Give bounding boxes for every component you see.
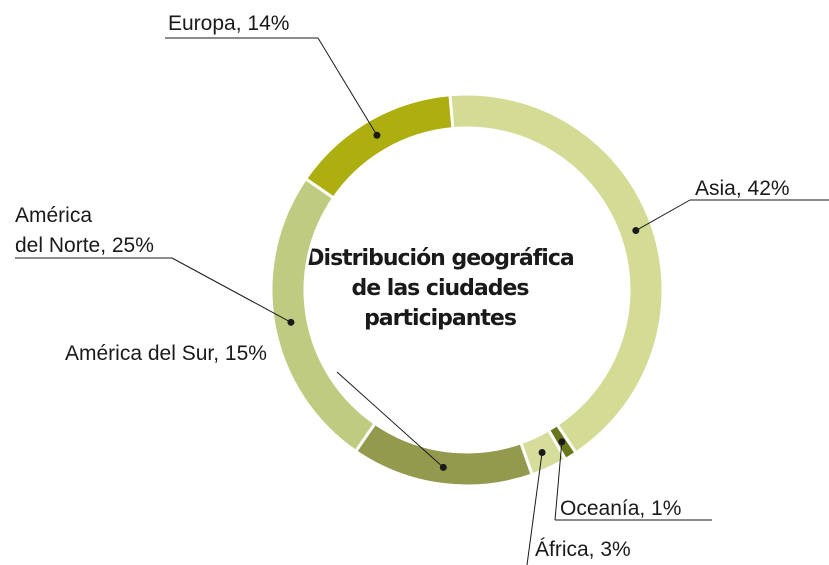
- data-label: América del Norte, 25%: [15, 204, 154, 257]
- leader-dot: [287, 318, 295, 326]
- donut-slice: [353, 421, 535, 488]
- leader-line: [526, 452, 543, 565]
- data-label: América del Sur, 15%: [65, 342, 267, 365]
- leader-dot: [632, 227, 640, 235]
- leader-line: [317, 37, 378, 136]
- data-label: África, 3%: [535, 538, 631, 561]
- leader-dot: [538, 448, 546, 456]
- chart-title: Distribución geográfica de las ciudades pa…: [306, 246, 574, 331]
- leader-line: [336, 371, 444, 468]
- data-label: Oceanía, 1%: [560, 497, 681, 520]
- data-label: Asia, 42%: [695, 177, 790, 200]
- donut-slice: [269, 176, 378, 454]
- leader-dot: [558, 438, 566, 446]
- leader-line: [554, 441, 563, 521]
- donut-slice: [448, 92, 665, 455]
- leader-line: [171, 257, 292, 323]
- donut-slice: [303, 93, 455, 201]
- data-label: Europa, 14%: [168, 12, 289, 35]
- leader-line: [635, 199, 691, 231]
- leader-dot: [373, 131, 381, 139]
- leader-dot: [439, 463, 447, 471]
